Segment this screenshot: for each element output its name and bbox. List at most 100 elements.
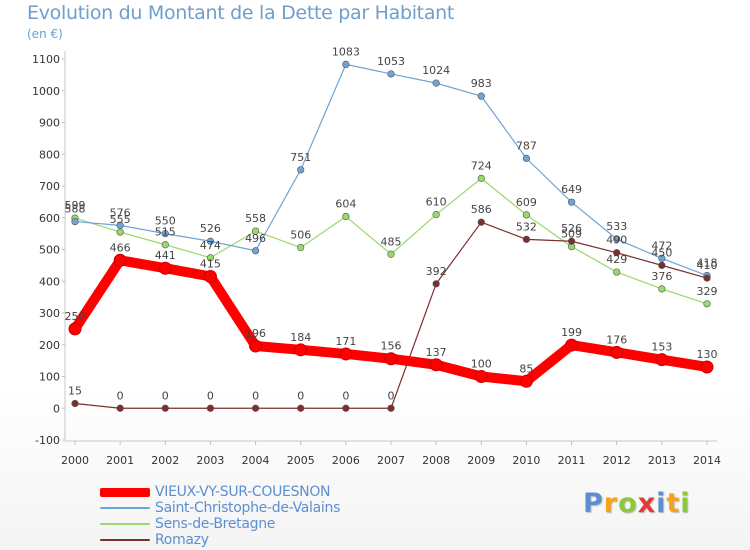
data-point [249,339,263,353]
data-label: 588 [65,203,86,216]
data-label: 532 [516,220,537,233]
data-point [565,338,579,352]
data-label: 130 [697,348,718,361]
data-label: 184 [290,331,311,344]
legend-item: Romazy [100,532,340,548]
data-label: 472 [651,239,672,252]
data-label: 153 [651,341,672,354]
legend-label: Saint-Christophe-de-Valains [155,500,341,516]
data-point [116,221,124,229]
x-tick-label: 2014 [693,454,721,467]
x-tick-label: 2003 [196,454,224,467]
data-label: 329 [697,285,718,298]
data-label: 1024 [422,64,450,77]
data-point [251,404,260,412]
x-tick-label: 2002 [151,454,179,467]
x-tick-label: 2006 [332,454,360,467]
y-tick-label: 300 [39,307,60,320]
chart-title: Evolution du Montant de la Dette par Hab… [27,2,455,24]
data-point [519,374,533,388]
data-point [432,79,440,87]
data-label: 0 [342,389,349,402]
data-label: 100 [471,358,492,371]
data-label: 526 [561,222,582,235]
y-tick-label: 100 [39,371,60,384]
data-point [655,353,669,367]
data-label: 418 [697,257,718,270]
x-tick-label: 2007 [377,454,405,467]
y-tick-label: 600 [39,212,60,225]
logo-letter: x [637,488,657,519]
logo-letter: t [666,488,681,519]
logo-letter: r [603,488,619,519]
data-label: 558 [245,212,266,225]
data-label: 415 [200,257,221,270]
data-label: 550 [155,215,176,228]
data-label: 466 [110,241,131,254]
data-point [477,92,485,100]
legend-swatch [100,539,150,541]
data-label: 392 [426,265,447,278]
data-label: 429 [606,253,627,266]
data-label: 250 [65,310,86,323]
legend-swatch [100,507,150,509]
data-label: 526 [200,222,221,235]
data-point [71,399,79,408]
data-label: 1053 [377,55,405,68]
data-label: 586 [471,203,492,216]
legend-item: VIEUX-VY-SUR-COUESNON [100,484,340,500]
data-label: 610 [426,196,447,209]
data-point [342,212,350,221]
data-point [161,230,169,238]
data-label: 0 [162,389,169,402]
legend-label: Sens-de-Bretagne [155,516,276,532]
data-label: 15 [68,384,82,397]
data-label: 509 [561,228,582,241]
data-point [294,343,308,357]
x-tick-label: 2012 [603,454,631,467]
data-label: 156 [381,340,402,353]
x-tick-label: 2013 [648,454,676,467]
data-point [387,250,395,258]
legend-label: Romazy [155,532,209,548]
data-label: 171 [335,335,356,348]
data-point [206,404,215,412]
data-point [203,269,217,283]
data-point [613,235,621,243]
proxiti-logo: Proxiti [583,488,691,519]
data-label: 604 [335,197,356,210]
data-label: 176 [606,333,627,346]
data-label: 787 [516,139,537,152]
logo-letter: o [618,488,638,519]
data-label: 496 [245,232,266,245]
data-label: 533 [606,220,627,233]
data-point [432,280,440,288]
x-tick-label: 2011 [558,454,586,467]
data-label: 555 [110,213,131,226]
data-label: 137 [426,346,447,359]
data-label: 441 [155,249,176,262]
x-tick-label: 2009 [467,454,495,467]
data-point [68,322,82,336]
y-tick-label: 0 [53,402,60,415]
y-tick-label: 900 [39,117,60,130]
data-point [297,243,305,252]
data-label: 599 [65,199,86,212]
data-label: 751 [290,151,311,164]
x-tick-label: 2004 [242,454,270,467]
data-point [297,166,305,174]
data-point [610,345,624,359]
data-point [206,237,215,245]
data-label: 649 [561,183,582,196]
data-point [251,227,260,235]
data-point [474,370,488,383]
x-tick-label: 2008 [422,454,450,467]
data-label: 983 [471,77,492,90]
y-tick-label: 1000 [32,85,60,98]
data-label: 724 [471,159,492,172]
data-point [297,404,305,412]
data-point [113,253,127,267]
x-tick-label: 2000 [61,454,89,467]
data-label: 376 [651,270,672,283]
